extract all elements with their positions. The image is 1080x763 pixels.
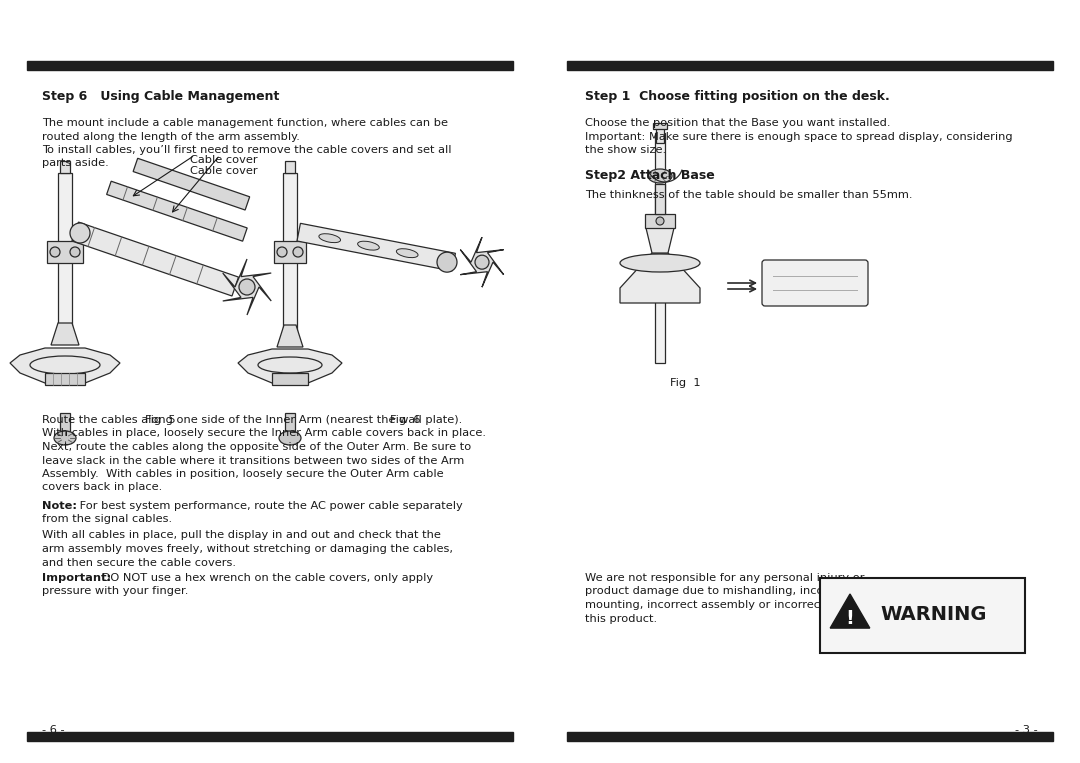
Bar [654, 184, 665, 214]
Text: For best system performance, route the AC power cable separately: For best system performance, route the A… [76, 501, 462, 511]
Polygon shape [10, 348, 120, 383]
Bar [60, 413, 70, 431]
Polygon shape [107, 181, 247, 241]
Bar [283, 173, 297, 343]
Text: Choose the position that the Base you want installed.: Choose the position that the Base you wa… [585, 118, 891, 128]
Circle shape [276, 247, 287, 257]
Text: We are not responsible for any personal injury or: We are not responsible for any personal … [585, 573, 864, 583]
Bar [656, 128, 664, 143]
Bar [285, 413, 295, 431]
Text: Route the cables along one side of the Inner Arm (nearest the wall plate).: Route the cables along one side of the I… [42, 415, 462, 425]
Polygon shape [460, 237, 503, 287]
Bar [285, 161, 295, 173]
Circle shape [70, 223, 90, 243]
Circle shape [293, 247, 303, 257]
FancyBboxPatch shape [762, 260, 868, 306]
Text: arm assembly moves freely, without stretching or damaging the cables,: arm assembly moves freely, without stret… [42, 544, 453, 554]
Bar [272, 373, 308, 385]
Text: WARNING: WARNING [880, 604, 986, 623]
Polygon shape [297, 224, 456, 271]
Polygon shape [831, 594, 869, 628]
Polygon shape [646, 228, 674, 253]
Text: pressure with your finger.: pressure with your finger. [42, 587, 188, 597]
Bar [645, 214, 675, 228]
Text: Next, route the cables along the opposite side of the Outer Arm. Be sure to: Next, route the cables along the opposit… [42, 442, 471, 452]
Ellipse shape [54, 431, 76, 445]
Text: The thinkness of the table should be smaller than 55mm.: The thinkness of the table should be sma… [585, 191, 913, 201]
Bar [653, 123, 667, 129]
Polygon shape [133, 158, 249, 210]
Text: Fig  5: Fig 5 [145, 415, 176, 425]
Ellipse shape [648, 169, 672, 183]
Bar [654, 133, 665, 363]
Polygon shape [238, 349, 342, 383]
Text: Note:: Note: [42, 501, 77, 511]
Text: leave slack in the cable where it transitions between two sides of the Arm: leave slack in the cable where it transi… [42, 456, 464, 465]
Text: Fig  1: Fig 1 [670, 378, 701, 388]
Circle shape [437, 252, 457, 272]
Circle shape [656, 217, 664, 225]
Bar [48, 241, 83, 263]
Bar [27, 61, 513, 70]
Ellipse shape [620, 254, 700, 272]
Text: DO NOT use a hex wrench on the cable covers, only apply: DO NOT use a hex wrench on the cable cov… [98, 573, 433, 583]
Circle shape [70, 247, 80, 257]
Text: this product.: this product. [585, 613, 657, 623]
Polygon shape [72, 222, 239, 296]
Ellipse shape [396, 249, 418, 258]
Text: The mount include a cable management function, where cables can be: The mount include a cable management fun… [42, 118, 448, 128]
Bar [45, 373, 85, 385]
Text: With all cables in place, pull the display in and out and check that the: With all cables in place, pull the displ… [42, 530, 441, 540]
Polygon shape [222, 259, 271, 315]
Text: Fig  6: Fig 6 [390, 415, 420, 425]
Text: - 3 -: - 3 - [1015, 725, 1038, 735]
Circle shape [239, 279, 255, 295]
Text: To install cables, you’ll first need to remove the cable covers and set all: To install cables, you’ll first need to … [42, 145, 451, 155]
Text: Cable cover: Cable cover [190, 166, 258, 176]
Polygon shape [620, 253, 700, 303]
Text: Step 6   Using Cable Management: Step 6 Using Cable Management [42, 90, 280, 103]
Text: parts aside.: parts aside. [42, 159, 109, 169]
Text: !: ! [846, 610, 854, 629]
Text: Assembly.  With cables in position, loosely secure the Outer Arm cable: Assembly. With cables in position, loose… [42, 469, 444, 479]
Ellipse shape [279, 431, 301, 445]
Ellipse shape [319, 233, 340, 243]
Bar [567, 61, 1053, 70]
Text: Important: Make sure there is enough space to spread display, considering: Important: Make sure there is enough spa… [585, 131, 1013, 141]
Text: Step2 Attach Base: Step2 Attach Base [585, 169, 715, 182]
Text: covers back in place.: covers back in place. [42, 482, 162, 492]
Text: Step 1  Choose fitting position on the desk.: Step 1 Choose fitting position on the de… [585, 90, 890, 103]
Bar [567, 732, 1053, 741]
Text: mounting, incorrect assembly or incorrect use of: mounting, incorrect assembly or incorrec… [585, 600, 863, 610]
Text: Important:: Important: [42, 573, 111, 583]
Polygon shape [51, 323, 79, 345]
Ellipse shape [357, 241, 379, 250]
Bar [58, 173, 72, 343]
Text: Cable cover: Cable cover [190, 155, 258, 165]
Text: routed along the length of the arm assembly.: routed along the length of the arm assem… [42, 131, 300, 141]
Bar [27, 732, 513, 741]
Circle shape [475, 255, 489, 269]
Text: product damage due to mishandling, incorrect: product damage due to mishandling, incor… [585, 587, 850, 597]
Text: from the signal cables.: from the signal cables. [42, 514, 172, 524]
Bar [60, 161, 70, 173]
Bar [820, 578, 1025, 653]
Polygon shape [276, 325, 303, 347]
Text: With cables in place, loosely secure the Inner Arm cable covers back in place.: With cables in place, loosely secure the… [42, 429, 486, 439]
Text: the show size.: the show size. [585, 145, 666, 155]
Circle shape [50, 247, 60, 257]
Bar [274, 241, 306, 263]
Text: and then secure the cable covers.: and then secure the cable covers. [42, 558, 237, 568]
Text: - 6 -: - 6 - [42, 725, 65, 735]
